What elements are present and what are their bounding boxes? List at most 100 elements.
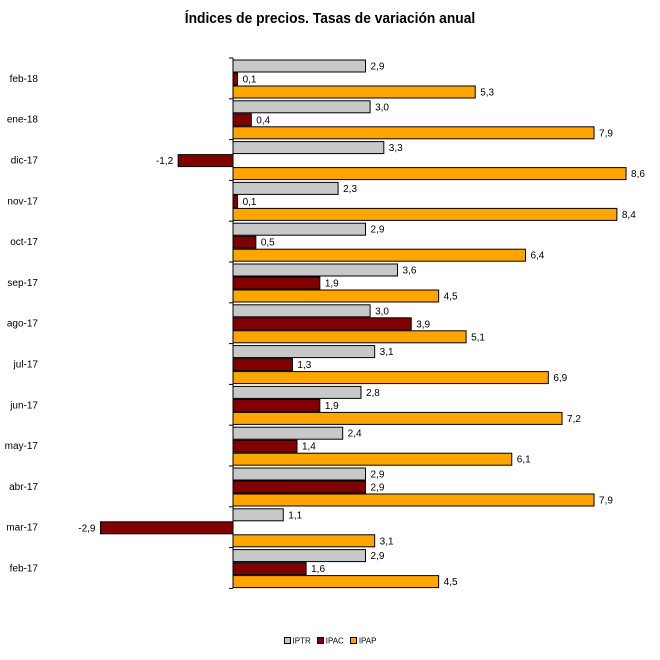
legend-swatch [316, 637, 324, 645]
category-label: jul-17 [13, 360, 39, 371]
bar-ipac [99, 521, 234, 535]
data-label: 0,5 [261, 238, 275, 249]
bar-ipac [232, 358, 293, 372]
data-label: 4,5 [444, 292, 458, 303]
data-label: 3,1 [380, 536, 394, 547]
bar-ipap [232, 85, 476, 99]
bar-ipac [232, 72, 239, 86]
legend-label: IPTR [292, 636, 311, 646]
bar-ipac [232, 398, 321, 412]
bar-ipap [232, 330, 467, 344]
bar-iptr [232, 385, 362, 399]
bar-iptr [232, 508, 284, 522]
data-label: 0,4 [256, 115, 270, 126]
data-label: 1,9 [325, 279, 339, 290]
data-label: 3,0 [375, 102, 389, 113]
bar-ipac [232, 113, 252, 127]
data-label: 2,4 [348, 429, 362, 440]
legend-item-ipac: IPAC [316, 636, 344, 646]
bar-iptr [232, 263, 399, 277]
chart-legend: IPTR IPAC IPAP [0, 636, 660, 645]
data-label: 5,1 [471, 332, 485, 343]
bar-ipac [232, 562, 307, 576]
data-label: 2,9 [371, 483, 385, 494]
bar-ipac [232, 317, 412, 331]
bar-ipap [232, 207, 618, 221]
bar-ipap [232, 575, 440, 589]
data-label: 2,9 [371, 62, 385, 73]
data-label: 3,9 [416, 319, 430, 330]
bar-iptr [232, 100, 371, 114]
bar-iptr [232, 141, 385, 155]
bar-ipap [232, 411, 563, 425]
data-label: 7,2 [567, 414, 581, 425]
bar-ipac [232, 480, 367, 494]
legend-label: IPAC [325, 636, 344, 646]
category-label: ene-18 [7, 115, 39, 126]
category-label: jun-17 [9, 400, 38, 411]
category-label: may-17 [5, 441, 39, 452]
data-label: 6,1 [517, 455, 531, 466]
data-label: 8,4 [622, 210, 636, 221]
bar-ipac [232, 194, 239, 208]
bar-iptr [232, 59, 367, 73]
data-label: 1,3 [297, 360, 311, 371]
bar-ipap [232, 289, 440, 303]
data-label: 6,4 [530, 251, 544, 262]
data-label: 2,9 [371, 225, 385, 236]
category-label: feb-18 [10, 74, 39, 85]
category-label: mar-17 [6, 523, 38, 534]
data-label: 8,6 [631, 169, 645, 180]
chart-title: Índices de precios. Tasas de variación a… [184, 10, 476, 27]
data-label: 3,0 [375, 306, 389, 317]
data-label: 5,3 [480, 88, 494, 99]
data-label: 0,1 [243, 197, 257, 208]
category-label: oct-17 [10, 237, 38, 248]
bar-iptr [232, 426, 344, 440]
bar-iptr [232, 345, 376, 359]
data-label: 3,6 [403, 266, 417, 277]
bar-ipac [232, 235, 257, 249]
bar-ipap [232, 126, 595, 140]
bar-ipap [232, 452, 513, 466]
data-label: 1,4 [302, 442, 316, 453]
bar-ipac [232, 439, 298, 453]
bar-ipap [232, 493, 595, 507]
bar-ipap [232, 371, 549, 385]
category-label: dic-17 [11, 156, 39, 167]
legend-label: IPAP [358, 636, 377, 646]
bar-ipac [232, 276, 321, 290]
data-label: 1,6 [311, 564, 325, 575]
data-label: 3,1 [380, 347, 394, 358]
legend-swatch [349, 637, 357, 645]
category-label: nov-17 [7, 196, 38, 207]
data-label: 7,9 [599, 128, 613, 139]
data-label: 0,1 [243, 75, 257, 86]
bar-iptr [232, 304, 371, 318]
data-label: 1,9 [325, 401, 339, 412]
data-label: 7,9 [599, 496, 613, 507]
bar-ipap [232, 167, 627, 181]
data-label: -1,2 [156, 156, 174, 167]
data-label: 2,9 [371, 470, 385, 481]
bar-iptr [232, 181, 339, 195]
data-label: 6,9 [553, 373, 567, 384]
bar-ipac [177, 154, 234, 168]
legend-swatch [283, 637, 291, 645]
data-label: 2,3 [343, 184, 357, 195]
bar-iptr [232, 222, 367, 236]
category-label: ago-17 [7, 319, 39, 330]
legend-item-ipap: IPAP [349, 636, 377, 646]
bar-iptr [232, 467, 367, 481]
data-label: 2,8 [366, 388, 380, 399]
data-label: 3,3 [389, 143, 403, 154]
data-label: 1,1 [288, 510, 302, 521]
data-label: 2,9 [371, 551, 385, 562]
legend-item-iptr: IPTR [283, 636, 311, 646]
data-label: 4,5 [444, 577, 458, 588]
category-label: feb-17 [10, 564, 39, 575]
data-label: -2,9 [78, 523, 96, 534]
category-label: abr-17 [9, 482, 38, 493]
bar-ipap [232, 248, 526, 262]
